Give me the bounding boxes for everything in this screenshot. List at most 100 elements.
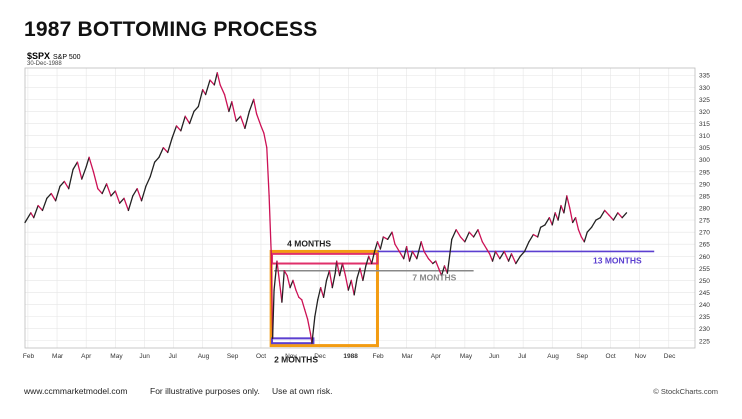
y-tick-label: 335 bbox=[699, 73, 710, 80]
price-segment bbox=[544, 217, 550, 226]
price-segment bbox=[322, 279, 328, 298]
price-segment bbox=[391, 231, 396, 245]
y-tick-label: 250 bbox=[699, 278, 710, 285]
price-segment bbox=[515, 255, 521, 265]
price-segment bbox=[273, 260, 278, 291]
price-segment bbox=[46, 192, 52, 199]
price-segment bbox=[88, 156, 95, 173]
price-segment bbox=[266, 147, 270, 197]
price-segment bbox=[577, 229, 583, 238]
label-13-months: 13 MONTHS bbox=[593, 256, 642, 266]
price-segment bbox=[255, 113, 262, 127]
y-tick-label: 290 bbox=[699, 181, 710, 188]
price-segment bbox=[101, 183, 108, 195]
price-segment bbox=[595, 217, 601, 221]
price-segment bbox=[532, 233, 539, 238]
price-segment bbox=[197, 89, 204, 108]
y-tick-label: 300 bbox=[699, 157, 710, 164]
price-segment bbox=[341, 262, 347, 277]
price-segment bbox=[292, 279, 297, 291]
price-segment bbox=[507, 253, 513, 262]
price-segment bbox=[539, 224, 546, 228]
price-segment bbox=[362, 265, 367, 282]
price-segment bbox=[608, 214, 615, 221]
price-segment bbox=[175, 125, 182, 132]
price-segment bbox=[523, 241, 530, 253]
price-segment bbox=[403, 245, 408, 260]
x-tick-label: Sep bbox=[576, 353, 588, 360]
price-segment bbox=[528, 233, 534, 243]
price-segment bbox=[268, 195, 272, 253]
price-segment bbox=[569, 207, 574, 224]
annotation-labels: 4 MONTHS 7 MONTHS 13 MONTHS 2 MONTHS bbox=[274, 239, 642, 365]
x-tick-label: Mar bbox=[52, 353, 64, 360]
price-segment bbox=[599, 209, 606, 219]
label-7-months: 7 MONTHS bbox=[412, 272, 456, 282]
price-segment bbox=[382, 236, 389, 241]
price-segment bbox=[563, 195, 568, 214]
x-tick-label: 1988 bbox=[343, 353, 358, 360]
price-segment bbox=[387, 231, 393, 241]
price-segment bbox=[347, 279, 352, 291]
price-segment bbox=[140, 185, 147, 202]
price-segment bbox=[286, 274, 291, 289]
page-title: 1987 BOTTOMING PROCESS bbox=[24, 18, 318, 41]
price-segment bbox=[37, 204, 44, 212]
price-segment bbox=[239, 115, 246, 129]
price-segment bbox=[320, 287, 325, 298]
price-segment bbox=[248, 98, 255, 113]
price-segment bbox=[270, 250, 274, 339]
price-segment bbox=[359, 267, 364, 282]
x-tick-label: Feb bbox=[372, 353, 384, 360]
footer-website[interactable]: www.ccmmarketmodel.com bbox=[24, 386, 128, 396]
y-tick-label: 225 bbox=[699, 338, 710, 345]
x-tick-label: Feb bbox=[23, 353, 35, 360]
price-segment bbox=[132, 188, 138, 197]
y-axis: 225 230 235 240 245 250 255 260 265 270 275 280 285 2… bbox=[699, 73, 710, 346]
y-tick-label: 265 bbox=[699, 242, 710, 249]
price-segment bbox=[503, 250, 510, 262]
price-segment bbox=[344, 274, 349, 291]
x-tick-label: Aug bbox=[547, 353, 559, 360]
price-segment bbox=[537, 226, 542, 238]
price-segment bbox=[105, 183, 112, 197]
stockcharts-credit: © StockCharts.com bbox=[653, 387, 718, 396]
price-segment bbox=[311, 315, 316, 344]
ticker: $SPX bbox=[27, 51, 51, 61]
x-tick-label: May bbox=[460, 353, 473, 360]
price-segment bbox=[153, 156, 160, 163]
price-segment bbox=[350, 279, 355, 296]
x-tick-label: Jul bbox=[169, 353, 178, 360]
price-segment bbox=[566, 195, 571, 209]
x-tick-label: Dec bbox=[664, 353, 676, 360]
price-segment bbox=[510, 253, 517, 265]
price-segment bbox=[33, 204, 39, 219]
price-segment bbox=[398, 250, 405, 260]
price-segment bbox=[72, 161, 79, 171]
price-segment bbox=[158, 147, 165, 158]
price-segment bbox=[97, 188, 103, 195]
price-segment bbox=[276, 260, 281, 286]
y-tick-label: 315 bbox=[699, 121, 710, 128]
price-segment bbox=[216, 72, 221, 86]
price-segment bbox=[317, 287, 322, 301]
price-segment bbox=[560, 204, 565, 214]
price-segment bbox=[557, 204, 562, 221]
price-segment bbox=[405, 245, 411, 262]
price-segment bbox=[427, 258, 434, 265]
y-tick-label: 260 bbox=[699, 254, 710, 261]
price-segment bbox=[499, 250, 505, 260]
x-tick-label: Jun bbox=[489, 353, 500, 360]
price-segment bbox=[281, 270, 285, 303]
price-segment bbox=[260, 125, 265, 134]
price-segment bbox=[353, 277, 358, 296]
price-segment bbox=[423, 250, 430, 260]
y-tick-label: 330 bbox=[699, 85, 710, 92]
y-tick-label: 305 bbox=[699, 145, 710, 152]
price-segment bbox=[435, 260, 440, 269]
x-tick-label: Apr bbox=[431, 353, 442, 360]
price-segment bbox=[202, 89, 207, 96]
price-segment bbox=[519, 250, 526, 257]
x-tick-label: Apr bbox=[81, 353, 92, 360]
price-segment bbox=[223, 93, 230, 113]
